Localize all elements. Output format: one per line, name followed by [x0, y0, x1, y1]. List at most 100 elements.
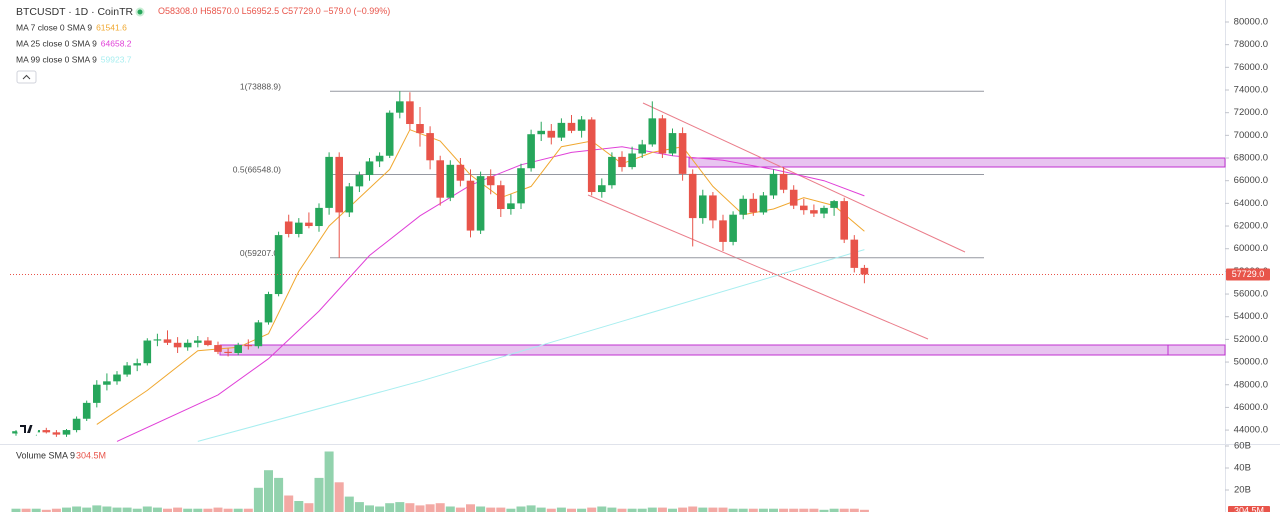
- volume-bar: [284, 495, 294, 512]
- candle-body: [244, 345, 253, 347]
- candle-body: [426, 133, 434, 161]
- candle-body: [719, 220, 727, 242]
- volume-bar: [173, 507, 183, 512]
- open: O58308.0: [158, 6, 198, 16]
- volume-bar: [233, 508, 243, 512]
- volume-bar: [334, 482, 344, 512]
- volume-bar: [112, 507, 122, 512]
- candle-body: [739, 198, 747, 215]
- resistance-zone: [688, 157, 1226, 168]
- candle-body: [42, 430, 51, 433]
- y-tick-label: 46000.0: [1234, 402, 1268, 413]
- candle-body: [254, 322, 263, 347]
- candle-body: [295, 222, 303, 234]
- candle-body: [133, 363, 141, 366]
- volume-bar: [486, 507, 496, 512]
- candle-body: [82, 402, 91, 419]
- volume-bar: [577, 508, 587, 512]
- logo-mark: [20, 425, 33, 433]
- candle-body: [638, 144, 646, 154]
- candle-body: [123, 365, 131, 375]
- volume-bar: [183, 508, 193, 512]
- volume-bar: [354, 502, 364, 512]
- volume-bar: [738, 508, 748, 512]
- candle-body: [396, 101, 404, 113]
- chart-title: BTCUSDT · 1D · CoinTR: [16, 6, 133, 18]
- volume-bar: [506, 508, 516, 512]
- volume-bar: [344, 496, 354, 512]
- volume-bar: [253, 487, 263, 512]
- volume-bar: [668, 508, 677, 512]
- volume-bar: [546, 508, 556, 512]
- y-tick-label: 80000.0: [1234, 17, 1268, 28]
- candle-body: [476, 176, 485, 231]
- volume-bar: [597, 506, 607, 512]
- candle-body: [789, 189, 798, 206]
- last-price-tag: [1226, 268, 1270, 281]
- volume-bar: [647, 507, 657, 512]
- volume-bar: [799, 508, 809, 512]
- candle-body: [577, 119, 586, 131]
- collapse-icon: [22, 74, 31, 80]
- candle-body: [143, 340, 152, 364]
- candle-body: [163, 339, 172, 343]
- volume-bar: [455, 507, 465, 512]
- volume-bar: [496, 507, 506, 512]
- candle-body: [850, 239, 859, 268]
- ma-legend-value: 64658.2: [101, 38, 132, 48]
- candle-body: [264, 294, 273, 323]
- fib-label: 0.5(66548.0): [233, 165, 281, 175]
- collapse-button[interactable]: [16, 70, 37, 84]
- candle-body: [587, 119, 596, 193]
- volume-bar: [72, 506, 82, 512]
- volume-bar: [294, 501, 304, 512]
- volume-bar: [415, 505, 425, 512]
- candle-body: [113, 374, 121, 382]
- volume-bar: [466, 504, 475, 512]
- candle-body: [628, 153, 636, 168]
- volume-bar: [51, 508, 61, 512]
- y-tick-label: 56000.0: [1234, 289, 1268, 300]
- last-price-label: 57729.0: [1232, 269, 1265, 279]
- candle-body: [800, 205, 808, 211]
- candle-body: [709, 195, 717, 221]
- volume-bar: [829, 508, 839, 512]
- candle-body: [284, 221, 293, 234]
- volume-bar: [789, 508, 799, 512]
- volume-bar: [516, 506, 526, 512]
- candle-body: [345, 186, 354, 213]
- volume-bar: [31, 508, 41, 512]
- volume-bar: [193, 508, 203, 512]
- volume-bar: [203, 508, 213, 512]
- y-tick-label: 66000.0: [1234, 175, 1268, 186]
- candle-body: [466, 180, 475, 231]
- candle-body: [224, 351, 232, 353]
- y-tick-label: 44000.0: [1234, 425, 1268, 436]
- y-tick-label: 60000.0: [1234, 243, 1268, 254]
- logo-bg: [17, 421, 38, 438]
- y-tick-label: 50000.0: [1234, 357, 1268, 368]
- volume-bar: [405, 503, 415, 512]
- candle-body: [860, 267, 869, 275]
- candle-body: [335, 156, 343, 213]
- volume-bar: [839, 508, 849, 512]
- candle-body: [375, 155, 384, 162]
- candle-body: [769, 173, 778, 196]
- volume-bar: [132, 508, 142, 512]
- volume-bar: [567, 508, 576, 512]
- volume-bar: [627, 508, 637, 512]
- channel-lower: [587, 194, 929, 340]
- y-tick-label: 68000.0: [1234, 153, 1268, 164]
- volume-bar: [163, 508, 172, 512]
- volume-bar: [657, 507, 667, 512]
- volume-bar: [728, 508, 738, 512]
- candle-body: [365, 161, 374, 176]
- volume-bar: [385, 503, 395, 512]
- volume-bar: [375, 506, 385, 512]
- volume-bar: [213, 507, 223, 512]
- volume-bar: [11, 508, 21, 512]
- volume-bar: [21, 508, 31, 512]
- volume-bar: [526, 505, 536, 512]
